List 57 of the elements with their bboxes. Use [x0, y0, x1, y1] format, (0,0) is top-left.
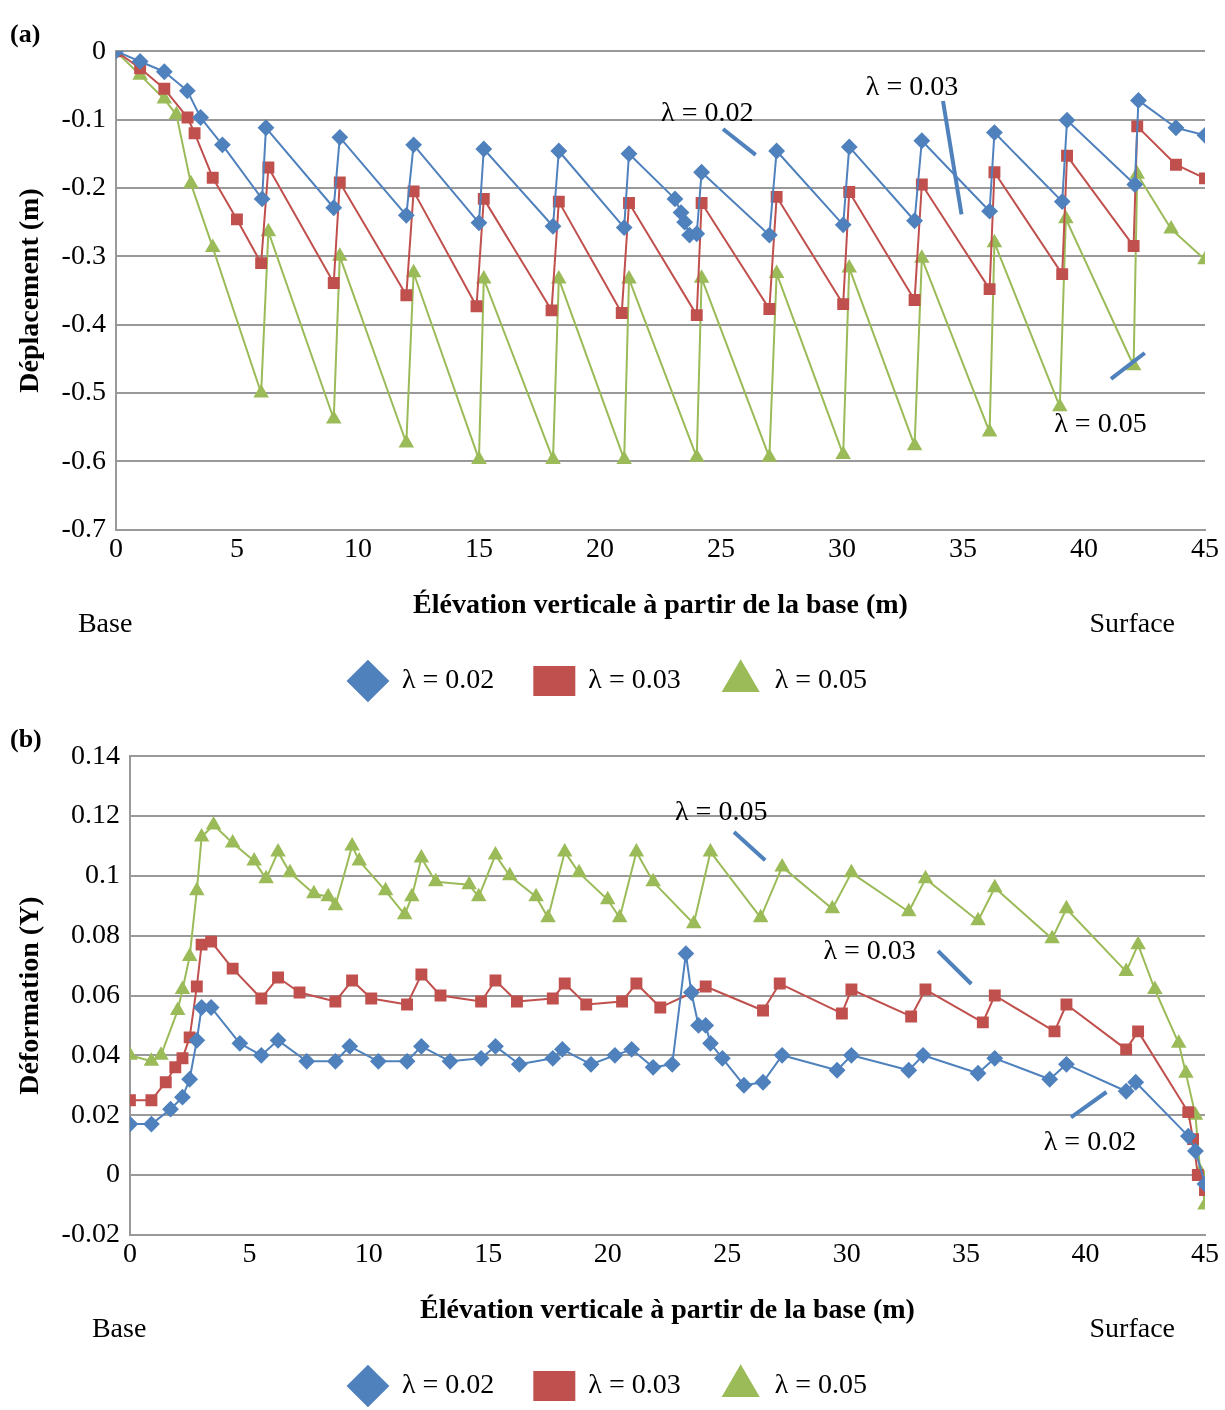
x-tick-label: 20: [585, 531, 614, 563]
x-tick-label: 45: [1191, 1236, 1219, 1268]
legend-label: λ = 0.05: [774, 1368, 868, 1400]
y-tick-label: -0.3: [61, 238, 106, 270]
y-tick-label: 0.04: [70, 1037, 120, 1069]
annotation: λ = 0.03: [865, 70, 959, 102]
legend-label: λ = 0.02: [401, 1368, 495, 1400]
x-tick-label: 40: [1071, 1236, 1100, 1268]
y-tick-label: -0.2: [61, 170, 106, 202]
chart-title: (a): [10, 19, 41, 49]
y-tick-label: 0.1: [84, 858, 120, 890]
text: Base: [91, 1312, 147, 1344]
x-tick-label: 40: [1069, 531, 1098, 563]
x-tick-label: 15: [474, 1236, 503, 1268]
legend-label: λ = 0.02: [401, 663, 495, 695]
annotation: λ = 0.03: [823, 933, 916, 965]
y-tick-label: -0.6: [61, 443, 106, 475]
y-tick-label: 0.12: [70, 798, 120, 830]
x-tick-label: 5: [242, 1236, 257, 1268]
x-axis-title: Élévation verticale à partir de la base (m): [420, 1293, 915, 1325]
x-axis-title: Élévation verticale à partir de la base (m): [413, 588, 908, 620]
y-tick-label: 0: [105, 1157, 120, 1189]
y-tick-label: -0.1: [61, 101, 106, 133]
text: Base: [77, 607, 133, 639]
x-tick-label: 30: [827, 531, 856, 563]
x-tick-label: 25: [706, 531, 735, 563]
y-axis-title: Déformation (Y): [13, 896, 45, 1095]
x-tick-label: 45: [1191, 531, 1219, 563]
y-tick-label: -0.7: [61, 512, 106, 544]
x-tick-label: 10: [354, 1236, 383, 1268]
y-tick-label: -0.5: [61, 375, 106, 407]
y-tick-label: 0.08: [70, 918, 120, 950]
x-tick-label: 35: [948, 531, 977, 563]
annotation: λ = 0.02: [1043, 1124, 1137, 1156]
y-tick-label: 0: [91, 33, 106, 65]
text: Surface: [1089, 607, 1175, 639]
y-tick-label: -0.02: [61, 1217, 120, 1249]
text: Surface: [1089, 1312, 1175, 1344]
legend-label: λ = 0.05: [774, 663, 868, 695]
y-tick-label: 0.02: [70, 1097, 120, 1129]
x-tick-label: 30: [832, 1236, 861, 1268]
y-tick-label: 0.14: [70, 738, 120, 770]
y-tick-label: 0.06: [70, 977, 120, 1009]
y-axis-title: Déplacement (m): [13, 188, 45, 393]
chart-title: (b): [10, 724, 42, 754]
x-tick-label: 15: [464, 531, 493, 563]
legend-label: λ = 0.03: [588, 663, 681, 695]
y-tick-label: -0.4: [61, 307, 106, 339]
annotation: λ = 0.05: [675, 795, 768, 827]
annotation: λ = 0.02: [661, 96, 754, 128]
x-tick-label: 25: [713, 1236, 742, 1268]
legend-label: λ = 0.03: [588, 1368, 681, 1400]
x-tick-label: 10: [343, 531, 372, 563]
annotation: λ = 0.05: [1054, 407, 1147, 439]
x-tick-label: 35: [952, 1236, 981, 1268]
x-tick-label: 5: [229, 531, 244, 563]
x-tick-label: 20: [593, 1236, 622, 1268]
